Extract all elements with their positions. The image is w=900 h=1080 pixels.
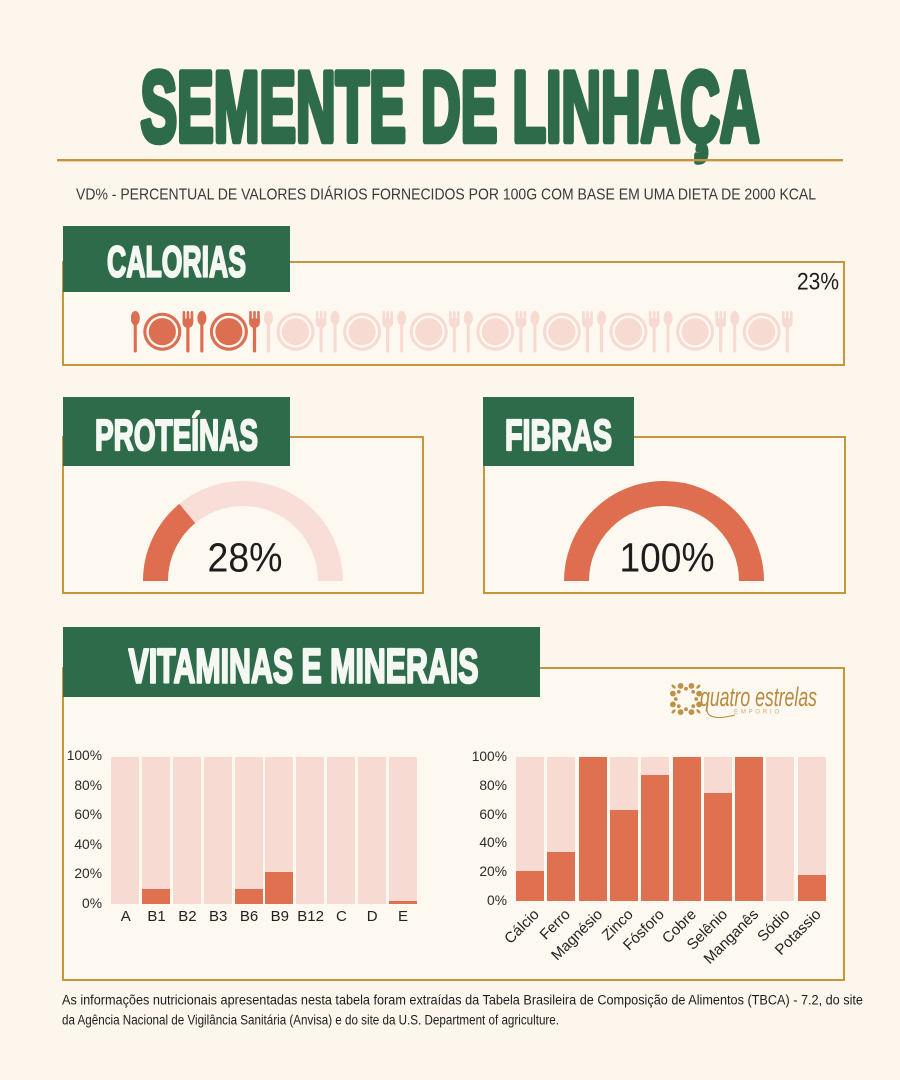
- svg-text:VD% - PERCENTUAL DE VALORES DI: VD% - PERCENTUAL DE VALORES DIÁRIOS FORN…: [76, 187, 816, 204]
- svg-text:EMPORIO: EMPORIO: [734, 710, 782, 716]
- svg-text:As informações nutricionais ap: As informações nutricionais apresentadas…: [62, 993, 863, 1008]
- svg-text:quatro estrelas: quatro estrelas: [700, 682, 817, 712]
- svg-text:23%: 23%: [797, 269, 839, 296]
- svg-text:SEMENTE DE LINHAÇA: SEMENTE DE LINHAÇA: [141, 51, 760, 162]
- svg-text:CALORIAS: CALORIAS: [107, 239, 246, 287]
- svg-text:28%: 28%: [208, 535, 283, 581]
- svg-text:da Agência Nacional de Vigilân: da Agência Nacional de Vigilância Sanitá…: [62, 1013, 559, 1028]
- svg-text:PROTEÍNAS: PROTEÍNAS: [95, 412, 258, 460]
- svg-text:100%: 100%: [620, 535, 715, 581]
- svg-text:VITAMINAS E MINERAIS: VITAMINAS E MINERAIS: [129, 640, 479, 694]
- svg-text:FIBRAS: FIBRAS: [505, 412, 612, 460]
